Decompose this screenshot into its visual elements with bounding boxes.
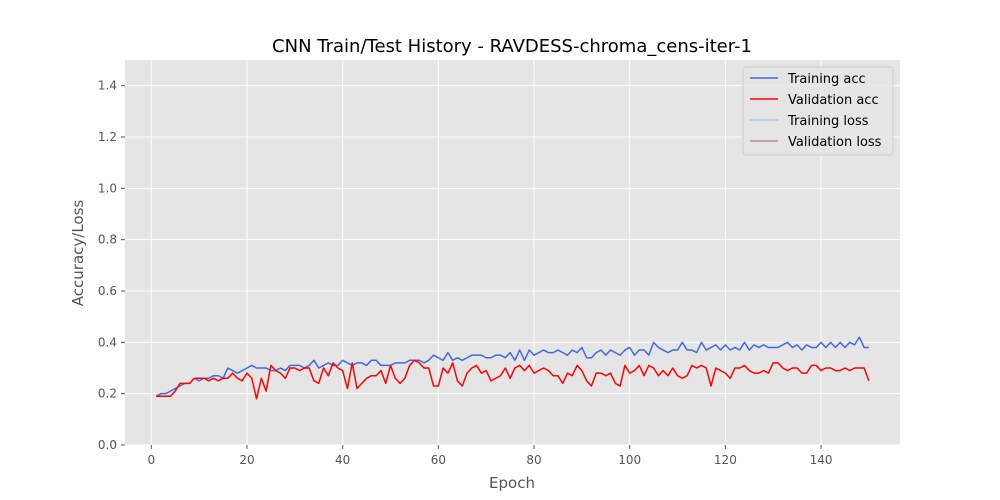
y-tick-label: 0.0 [98,438,117,452]
y-tick-label: 0.6 [98,284,117,298]
legend-label: Validation acc [788,93,879,108]
y-axis-ticks: 0.0 0.2 0.4 0.6 0.8 1.0 1.2 1.4 [98,79,125,452]
x-tick-label: 60 [431,453,446,467]
y-axis-label: Accuracy/Loss [69,200,87,307]
x-tick-label: 120 [714,453,737,467]
series-line-validation-acc [156,359,870,400]
legend-label: Training acc [787,72,866,87]
y-tick-label: 0.4 [98,335,117,349]
chart-title: CNN Train/Test History - RAVDESS-chroma_… [272,36,752,57]
y-tick-label: 0.8 [98,233,117,247]
legend: Training acc Validation acc Training loss V… [742,66,894,156]
y-tick-label: 1.4 [98,79,117,93]
y-tick-label: 0.2 [98,387,117,401]
x-axis-label: Epoch [489,474,535,492]
x-tick-label: 140 [810,453,833,467]
legend-label: Training loss [787,114,869,129]
legend-box [742,66,894,156]
x-tick-label: 100 [618,453,641,467]
legend-label: Validation loss [788,135,882,150]
y-tick-label: 1.2 [98,130,117,144]
x-tick-label: 40 [335,453,350,467]
x-tick-label: 0 [147,453,155,467]
series-layer [155,336,870,400]
y-tick-label: 1.0 [98,181,117,195]
x-axis-ticks: 0 20 40 60 80 100 120 140 [147,445,833,467]
x-tick-label: 80 [526,453,541,467]
x-tick-label: 20 [239,453,254,467]
